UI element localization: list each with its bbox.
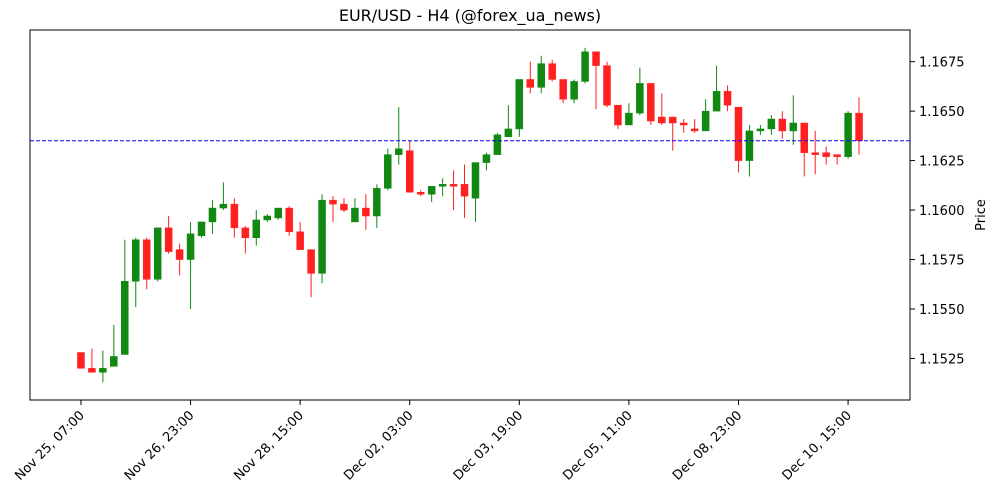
- candle-body: [822, 152, 830, 157]
- candle-body: [208, 207, 217, 223]
- candle-body: [340, 203, 348, 211]
- candle-body: [789, 122, 798, 132]
- candle-body: [175, 249, 184, 260]
- candle-body: [219, 203, 228, 209]
- candle-body: [241, 227, 250, 239]
- candle-body: [658, 116, 666, 124]
- y-axis-label: Price: [974, 199, 989, 231]
- candle-body: [592, 51, 600, 66]
- candle-body: [362, 207, 370, 217]
- candle-body: [110, 356, 118, 367]
- candle-body: [318, 199, 326, 274]
- candle-body: [636, 83, 644, 114]
- candle-body: [395, 148, 403, 155]
- candle-body: [153, 227, 162, 280]
- candle-body: [712, 91, 721, 112]
- candle-body: [690, 128, 699, 132]
- y-tick-label: 1.1550: [919, 303, 965, 318]
- candle-body: [844, 112, 852, 157]
- candle-body: [800, 122, 808, 153]
- candle-body: [767, 118, 776, 130]
- y-tick-label: 1.1675: [919, 56, 965, 71]
- candle-body: [855, 112, 863, 142]
- x-tick-label: Nov 26, 23:00: [122, 408, 198, 484]
- candle-body: [88, 368, 96, 373]
- candle-body: [186, 233, 195, 260]
- candle-body: [449, 184, 458, 187]
- candle-body: [701, 110, 710, 132]
- y-tick-label: 1.1650: [919, 105, 965, 120]
- candle-body: [723, 91, 732, 106]
- candle-body: [833, 154, 841, 157]
- y-tick-label: 1.1575: [919, 254, 965, 269]
- candle-body: [132, 239, 140, 282]
- candle-body: [230, 203, 239, 229]
- candle-body: [526, 79, 535, 88]
- candle-body: [745, 130, 754, 161]
- candle-body: [427, 186, 436, 195]
- candle-body: [99, 368, 107, 373]
- candle-body: [778, 118, 787, 132]
- candle-body: [164, 227, 173, 252]
- candle-body: [756, 128, 765, 132]
- candle-body: [438, 184, 447, 187]
- x-tick-label: Dec 08, 23:00: [670, 408, 745, 483]
- candle-body: [197, 221, 206, 237]
- x-tick-label: Nov 28, 15:00: [231, 408, 307, 484]
- candle-body: [493, 134, 502, 155]
- candle-body: [614, 104, 622, 126]
- candle-body: [296, 231, 304, 250]
- x-tick-label: Dec 10, 15:00: [780, 408, 855, 483]
- candle-body: [405, 150, 414, 193]
- x-tick-label: Nov 25, 07:00: [12, 408, 88, 484]
- candle-body: [351, 207, 359, 223]
- y-tick-label: 1.1525: [919, 352, 965, 367]
- candle-body: [373, 188, 381, 217]
- candle-body: [416, 191, 425, 195]
- candle-body: [647, 83, 655, 122]
- candle-body: [559, 79, 567, 100]
- candle-body: [142, 239, 151, 280]
- candle-body: [329, 199, 337, 205]
- candle-body: [811, 152, 819, 155]
- candle-body: [384, 154, 392, 189]
- y-tick-label: 1.1600: [919, 204, 965, 219]
- candle-body: [263, 215, 272, 221]
- candle-body: [570, 81, 578, 100]
- candle-body: [581, 51, 589, 82]
- candle-body: [482, 154, 491, 163]
- candle-body: [274, 207, 282, 219]
- x-tick-label: Dec 02, 03:00: [341, 408, 416, 483]
- candle-body: [471, 162, 480, 199]
- candle-body: [679, 122, 688, 126]
- candle-body: [121, 281, 129, 355]
- x-tick-label: Dec 03, 19:00: [451, 408, 526, 483]
- candle-body: [285, 207, 293, 233]
- candle-body: [625, 112, 633, 126]
- candle-body: [537, 63, 545, 88]
- y-tick-label: 1.1625: [919, 155, 965, 170]
- x-tick-label: Dec 05, 11:00: [560, 408, 635, 483]
- candle-body: [515, 79, 524, 130]
- candle-body: [252, 219, 261, 239]
- candle-body: [77, 352, 85, 369]
- candle-body: [504, 128, 513, 138]
- candle-body: [548, 63, 556, 80]
- candle-body: [668, 116, 677, 124]
- candle-body: [734, 106, 743, 161]
- chart-title: EUR/USD - H4 (@forex_ua_news): [339, 6, 601, 26]
- candle-body: [603, 65, 611, 106]
- plot-frame: [29, 29, 911, 401]
- candle-body: [307, 249, 315, 274]
- candle-body: [460, 184, 469, 197]
